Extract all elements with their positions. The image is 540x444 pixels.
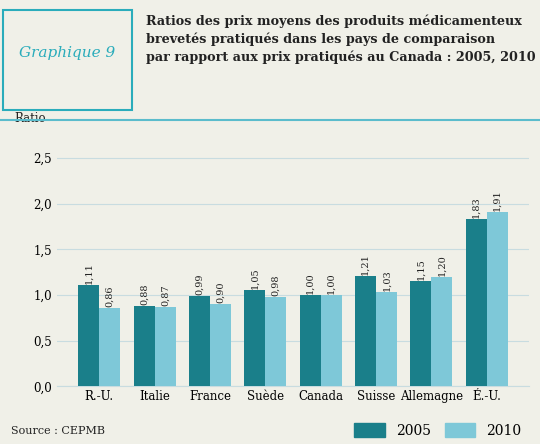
Text: Ratios des prix moyens des produits médicamenteux
brevetés pratiqués dans les pa: Ratios des prix moyens des produits médi…: [146, 14, 536, 64]
Bar: [410, 281, 431, 386]
Bar: [376, 292, 397, 386]
Text: 1,00: 1,00: [327, 272, 336, 294]
Bar: [189, 296, 210, 386]
Text: Ratio: Ratio: [14, 112, 46, 125]
Text: 1,21: 1,21: [361, 253, 370, 275]
Bar: [3, 10, 132, 110]
Bar: [265, 297, 286, 386]
Text: 1,11: 1,11: [84, 262, 93, 284]
Bar: [244, 290, 265, 386]
Text: 0,86: 0,86: [105, 285, 114, 307]
Text: 0,87: 0,87: [160, 284, 170, 306]
Bar: [99, 308, 120, 386]
Text: 0,88: 0,88: [139, 283, 148, 305]
Bar: [355, 276, 376, 386]
Bar: [487, 212, 508, 386]
Text: 1,15: 1,15: [416, 258, 426, 280]
Bar: [154, 307, 176, 386]
Bar: [431, 277, 453, 386]
Text: Source : CEPMB: Source : CEPMB: [11, 426, 105, 436]
Text: 1,91: 1,91: [492, 189, 502, 211]
Bar: [133, 306, 154, 386]
Text: 1,03: 1,03: [382, 270, 391, 291]
Bar: [210, 304, 231, 386]
Text: 0,99: 0,99: [195, 274, 204, 295]
Legend: 2005, 2010: 2005, 2010: [348, 418, 527, 443]
Text: 0,98: 0,98: [271, 274, 280, 296]
Bar: [465, 219, 487, 386]
Text: 1,20: 1,20: [437, 254, 447, 276]
Text: Graphique 9: Graphique 9: [19, 46, 116, 60]
Bar: [321, 295, 342, 386]
Text: 1,83: 1,83: [471, 197, 481, 218]
Text: 0,90: 0,90: [216, 281, 225, 303]
Bar: [78, 285, 99, 386]
Text: 1,05: 1,05: [250, 268, 259, 289]
Text: 1,00: 1,00: [306, 272, 315, 294]
Bar: [300, 295, 321, 386]
